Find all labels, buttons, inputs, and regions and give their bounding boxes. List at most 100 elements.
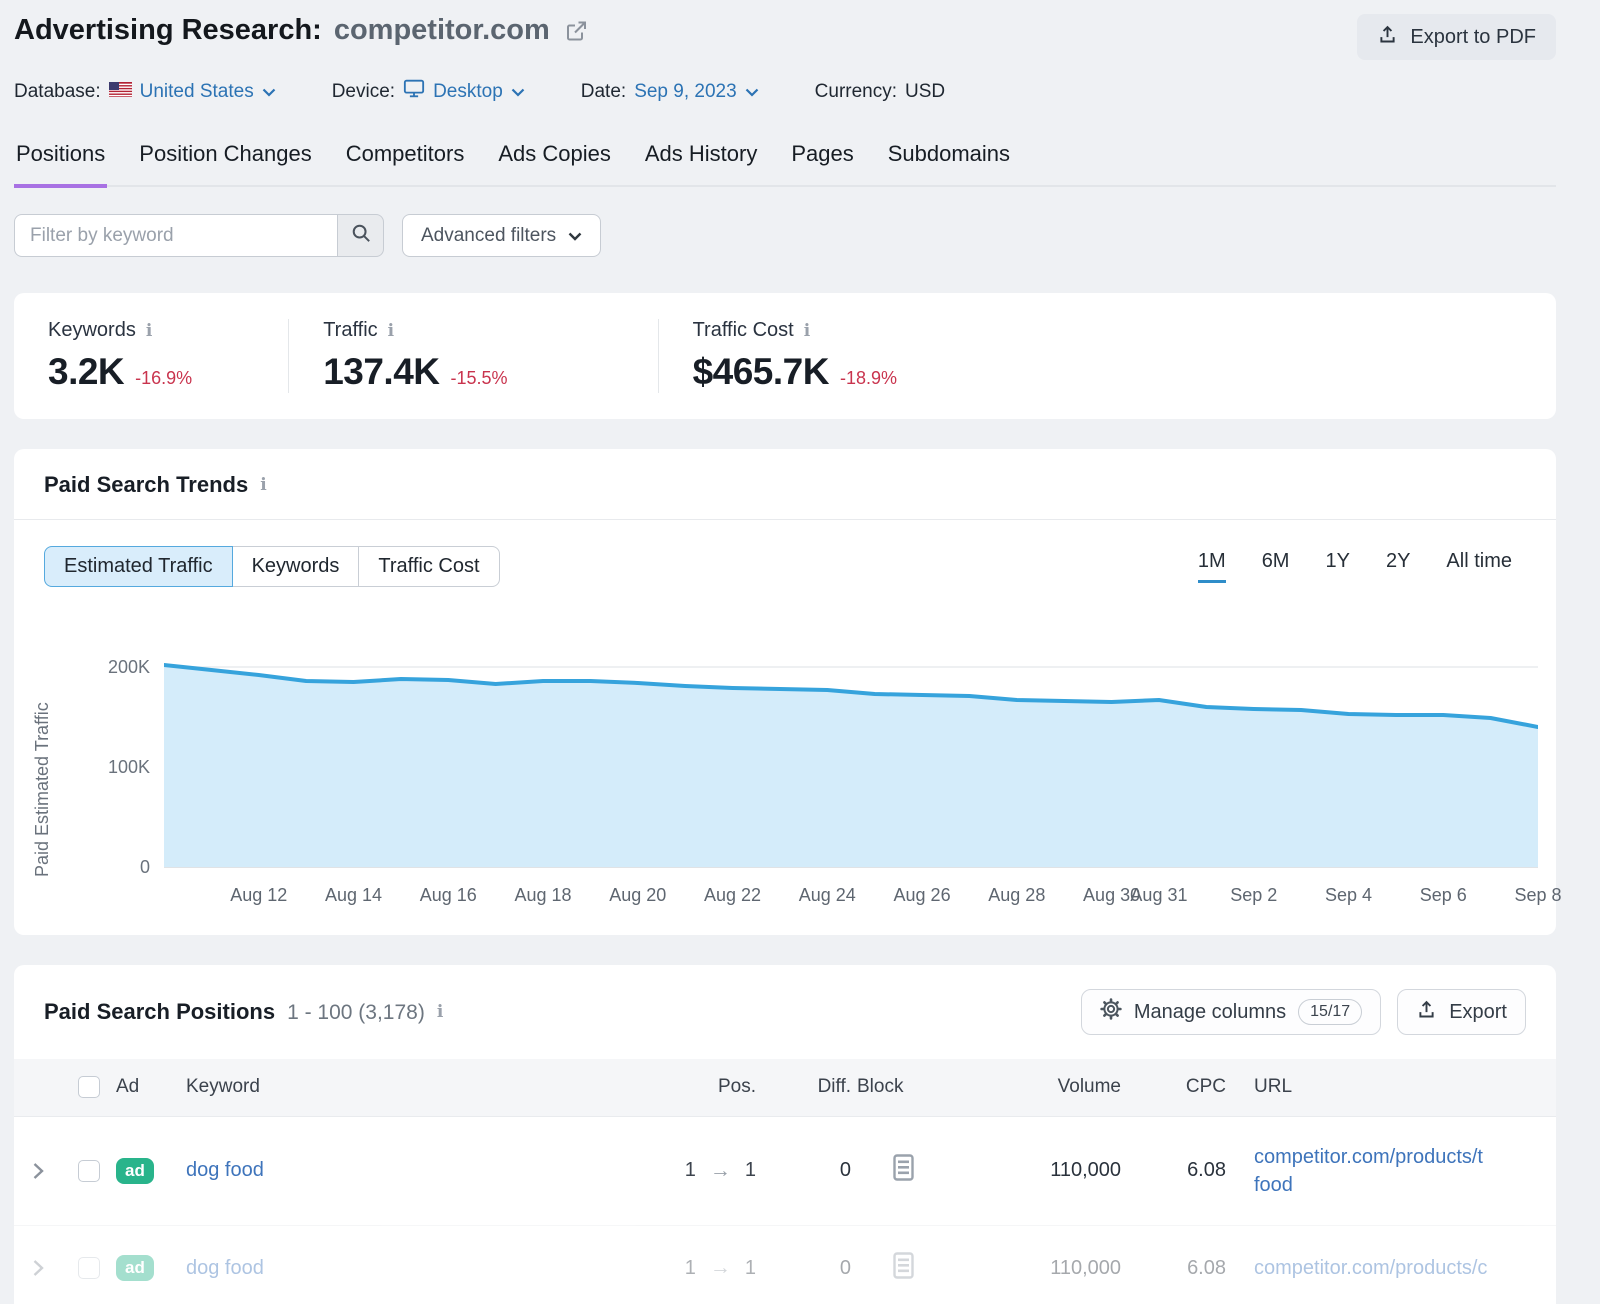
date-selector[interactable]: Date: Sep 9, 2023: [581, 81, 759, 103]
expand-row-chevron-icon[interactable]: [14, 1162, 62, 1180]
y-axis-tick: 0: [80, 855, 150, 879]
serp-block-icon[interactable]: [893, 1252, 914, 1285]
tab-pages[interactable]: Pages: [789, 141, 855, 188]
manage-columns-button[interactable]: Manage columns 15/17: [1081, 989, 1381, 1035]
arrow-right-icon: →: [710, 1159, 731, 1183]
row-checkbox[interactable]: [78, 1160, 100, 1182]
positions-title: Paid Search Positions: [44, 999, 275, 1025]
range-6m[interactable]: 6M: [1262, 550, 1290, 583]
stat-traffic-cost: Traffic Cost i $465.7K -18.9%: [658, 319, 931, 393]
advanced-filters-button[interactable]: Advanced filters: [402, 214, 601, 257]
column-header-volume: Volume: [956, 1076, 1121, 1098]
range-1y[interactable]: 1Y: [1325, 550, 1349, 583]
x-axis-tick: Sep 2: [1230, 885, 1277, 906]
info-icon[interactable]: i: [804, 321, 810, 341]
stat-traffic-cost-label: Traffic Cost: [693, 319, 794, 342]
serp-block-icon[interactable]: [893, 1154, 914, 1187]
tab-subdomains[interactable]: Subdomains: [886, 141, 1012, 188]
page-title-text: Advertising Research:: [14, 14, 322, 47]
positions-table-header: Ad Keyword Pos. Diff. Block Volume CPC U…: [14, 1059, 1556, 1116]
info-icon[interactable]: i: [388, 321, 394, 341]
info-icon[interactable]: i: [146, 321, 152, 341]
search-button[interactable]: [337, 214, 384, 257]
url-cell: competitor.com/products/t food: [1226, 1143, 1556, 1199]
range-2y[interactable]: 2Y: [1386, 550, 1410, 583]
url-link[interactable]: competitor.com/products/c: [1254, 1257, 1487, 1279]
block-cell: [851, 1252, 956, 1285]
info-icon[interactable]: i: [260, 475, 266, 495]
us-flag-icon: [109, 81, 132, 103]
expand-row-chevron-icon[interactable]: [14, 1259, 62, 1277]
stat-traffic: Traffic i 137.4K -15.5%: [288, 319, 657, 393]
keyword-link[interactable]: dog food: [186, 1159, 264, 1181]
export-to-pdf-label: Export to PDF: [1410, 26, 1536, 49]
x-axis-tick: Aug 16: [420, 885, 477, 906]
position-to: 1: [745, 1159, 756, 1182]
date-value: Sep 9, 2023: [634, 81, 736, 103]
date-label: Date:: [581, 81, 626, 103]
database-selector[interactable]: Database: United States: [14, 81, 276, 103]
stat-traffic-cost-value: $465.7K: [693, 351, 829, 393]
select-all-checkbox[interactable]: [78, 1076, 100, 1098]
metric-keywords[interactable]: Keywords: [232, 546, 360, 587]
external-link-icon[interactable]: [564, 19, 588, 43]
ad-badge: ad: [116, 1255, 154, 1281]
volume-cell: 110,000: [956, 1257, 1121, 1280]
row-checkbox[interactable]: [78, 1257, 100, 1279]
url-cell: competitor.com/products/c: [1226, 1254, 1556, 1282]
metric-estimated-traffic[interactable]: Estimated Traffic: [44, 546, 233, 587]
report-tabs: Positions Position Changes Competitors A…: [14, 141, 1556, 187]
y-axis-tick: 200K: [80, 655, 150, 679]
column-header-ad: Ad: [116, 1076, 186, 1098]
x-axis-tick: Aug 24: [799, 885, 856, 906]
y-axis-ticks: 200K 100K 0: [80, 627, 150, 877]
tab-ads-copies[interactable]: Ads Copies: [496, 141, 613, 188]
tab-ads-history[interactable]: Ads History: [643, 141, 759, 188]
stat-traffic-label: Traffic: [323, 319, 377, 342]
x-axis-tick: Aug 28: [988, 885, 1045, 906]
x-axis-tick: Aug 18: [515, 885, 572, 906]
position-from: 1: [685, 1257, 696, 1280]
export-to-pdf-button[interactable]: Export to PDF: [1357, 14, 1556, 60]
keyword-search-box: [14, 214, 384, 257]
currency-value: USD: [905, 81, 945, 103]
paid-search-trends-card: Paid Search Trends i Estimated Traffic K…: [14, 449, 1556, 935]
tab-competitors[interactable]: Competitors: [344, 141, 467, 188]
stat-keywords: Keywords i 3.2K -16.9%: [14, 319, 288, 393]
device-selector[interactable]: Device: Desktop: [332, 78, 525, 105]
range-all-time[interactable]: All time: [1446, 550, 1512, 583]
column-header-keyword: Keyword: [186, 1076, 586, 1098]
trends-controls: Estimated Traffic Keywords Traffic Cost …: [14, 520, 1556, 593]
x-axis-tick: Sep 8: [1514, 885, 1561, 906]
desktop-monitor-icon: [403, 78, 425, 105]
range-1m[interactable]: 1M: [1198, 550, 1226, 583]
chevron-down-icon: [262, 81, 276, 103]
gear-icon: [1100, 998, 1122, 1026]
tab-position-changes[interactable]: Position Changes: [137, 141, 313, 188]
keyword-filter-input[interactable]: [14, 214, 337, 257]
y-axis-tick: 100K: [80, 755, 150, 779]
position-to: 1: [745, 1257, 756, 1280]
stat-traffic-cost-change: -18.9%: [840, 368, 897, 389]
metric-traffic-cost[interactable]: Traffic Cost: [358, 546, 499, 587]
column-header-url: URL: [1226, 1074, 1556, 1101]
filters-toolbar: Database: United States Device: Desktop: [14, 78, 1556, 105]
x-axis-tick: Aug 31: [1130, 885, 1187, 906]
device-label: Device:: [332, 81, 395, 103]
info-icon[interactable]: i: [437, 1002, 443, 1022]
volume-cell: 110,000: [956, 1159, 1121, 1182]
position-cell: 1 → 1: [586, 1159, 756, 1183]
export-button[interactable]: Export: [1397, 989, 1526, 1035]
x-axis-tick: Sep 6: [1420, 885, 1467, 906]
tab-positions[interactable]: Positions: [14, 141, 107, 188]
block-cell: [851, 1154, 956, 1187]
table-row: ad dog food 1 → 1 0 110,000 6.08: [14, 1225, 1556, 1304]
device-value: Desktop: [433, 81, 503, 103]
time-range-selector: 1M 6M 1Y 2Y All time: [1198, 550, 1526, 583]
metric-segmented-control: Estimated Traffic Keywords Traffic Cost: [44, 546, 500, 587]
url-link[interactable]: competitor.com/products/t food: [1254, 1146, 1483, 1196]
database-label: Database:: [14, 81, 101, 103]
keyword-link[interactable]: dog food: [186, 1257, 264, 1279]
page-title-domain: competitor.com: [334, 14, 550, 47]
upload-icon: [1416, 999, 1437, 1026]
